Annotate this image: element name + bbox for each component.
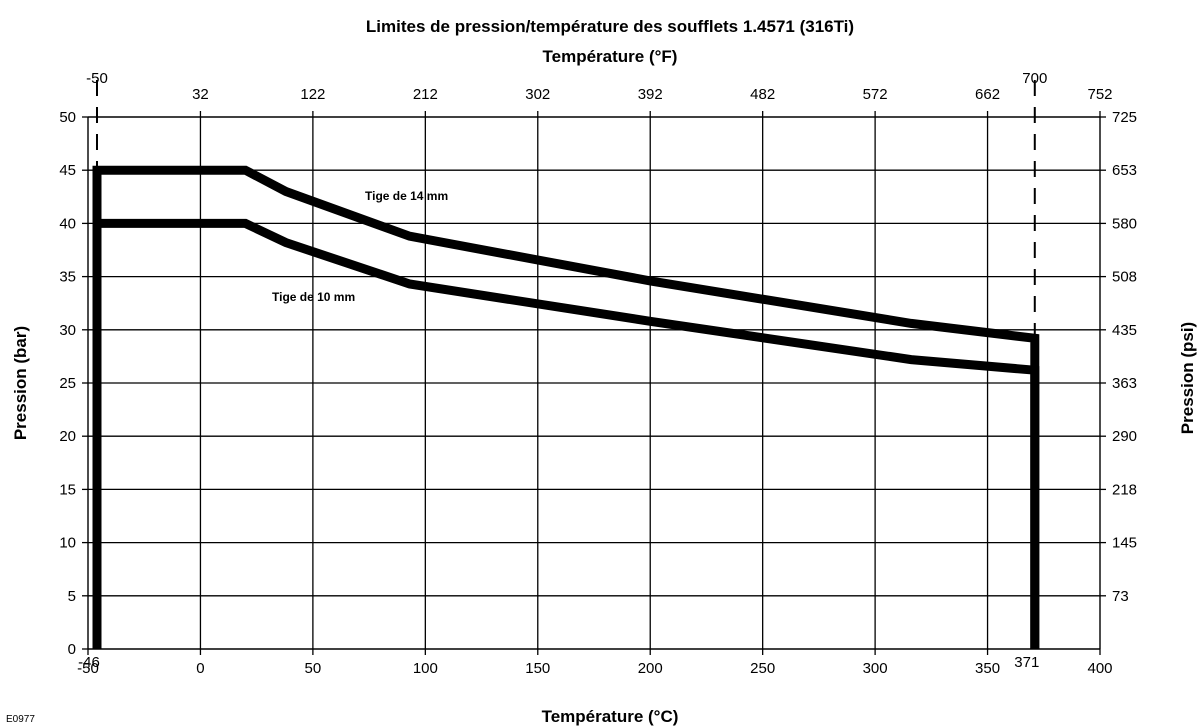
x-tick-label: 400 bbox=[1087, 660, 1112, 677]
x-tick-label: 250 bbox=[750, 660, 775, 677]
y-tick-label: 10 bbox=[59, 535, 76, 552]
x-tick-label: 300 bbox=[863, 660, 888, 677]
series-label-14mm: Tige de 14 mm bbox=[365, 189, 448, 203]
x2-limit-label: 700 bbox=[1022, 70, 1047, 87]
y2-tick-label: 218 bbox=[1112, 481, 1137, 498]
series-line-14mm bbox=[92, 165, 1040, 649]
x2-tick-label: 32 bbox=[192, 86, 209, 103]
x2-tick-label: 212 bbox=[413, 86, 438, 103]
y-tick-label: 25 bbox=[59, 375, 76, 392]
y2-tick-label: 653 bbox=[1112, 162, 1137, 179]
y2-tick-label: 580 bbox=[1112, 215, 1137, 232]
y2-tick-label: 508 bbox=[1112, 269, 1137, 286]
limit-value-label: 371 bbox=[1014, 654, 1039, 671]
top-axis-title: Température (°F) bbox=[543, 47, 678, 66]
x2-tick-label: 752 bbox=[1087, 86, 1112, 103]
y-tick-label: 0 bbox=[68, 641, 76, 658]
series-lines bbox=[92, 165, 1040, 649]
y-tick-label: 30 bbox=[59, 322, 76, 339]
x-tick-label: 200 bbox=[638, 660, 663, 677]
right-axis-title: Pression (psi) bbox=[1178, 322, 1197, 434]
y2-tick-label: 290 bbox=[1112, 428, 1137, 445]
axes bbox=[82, 111, 1106, 655]
x-tick-label: 0 bbox=[196, 660, 204, 677]
x-tick-label: 150 bbox=[525, 660, 550, 677]
figure-code: E0977 bbox=[6, 714, 35, 725]
x2-tick-label: 302 bbox=[525, 86, 550, 103]
y-tick-label: 40 bbox=[59, 215, 76, 232]
y2-tick-label: 435 bbox=[1112, 322, 1137, 339]
y2-tick-label: 145 bbox=[1112, 535, 1137, 552]
x2-tick-label: 662 bbox=[975, 86, 1000, 103]
x2-tick-label: 572 bbox=[863, 86, 888, 103]
x-tick-label: 100 bbox=[413, 660, 438, 677]
y-tick-label: 20 bbox=[59, 428, 76, 445]
series-line-10mm bbox=[92, 218, 1040, 649]
y-tick-label: 5 bbox=[68, 588, 76, 605]
y-tick-label: 50 bbox=[59, 109, 76, 126]
y-axis-title: Pression (bar) bbox=[11, 326, 30, 440]
chart-title: Limites de pression/température des souf… bbox=[366, 17, 854, 36]
series-label-10mm: Tige de 10 mm bbox=[272, 290, 355, 304]
x-tick-label: 350 bbox=[975, 660, 1000, 677]
y2-tick-label: 73 bbox=[1112, 588, 1129, 605]
x-axis-title: Température (°C) bbox=[542, 707, 679, 726]
x2-tick-label: 482 bbox=[750, 86, 775, 103]
y2-tick-label: 363 bbox=[1112, 375, 1137, 392]
x2-tick-label: 122 bbox=[300, 86, 325, 103]
y-tick-label: 45 bbox=[59, 162, 76, 179]
x2-limit-label: -50 bbox=[86, 70, 108, 87]
y2-tick-label: 725 bbox=[1112, 109, 1137, 126]
limit-value-label: -46 bbox=[78, 654, 100, 671]
y-tick-label: 35 bbox=[59, 269, 76, 286]
x2-tick-label: 392 bbox=[638, 86, 663, 103]
x-tick-label: -50 bbox=[77, 660, 99, 677]
y-tick-label: 15 bbox=[59, 481, 76, 498]
x-tick-label: 50 bbox=[305, 660, 322, 677]
